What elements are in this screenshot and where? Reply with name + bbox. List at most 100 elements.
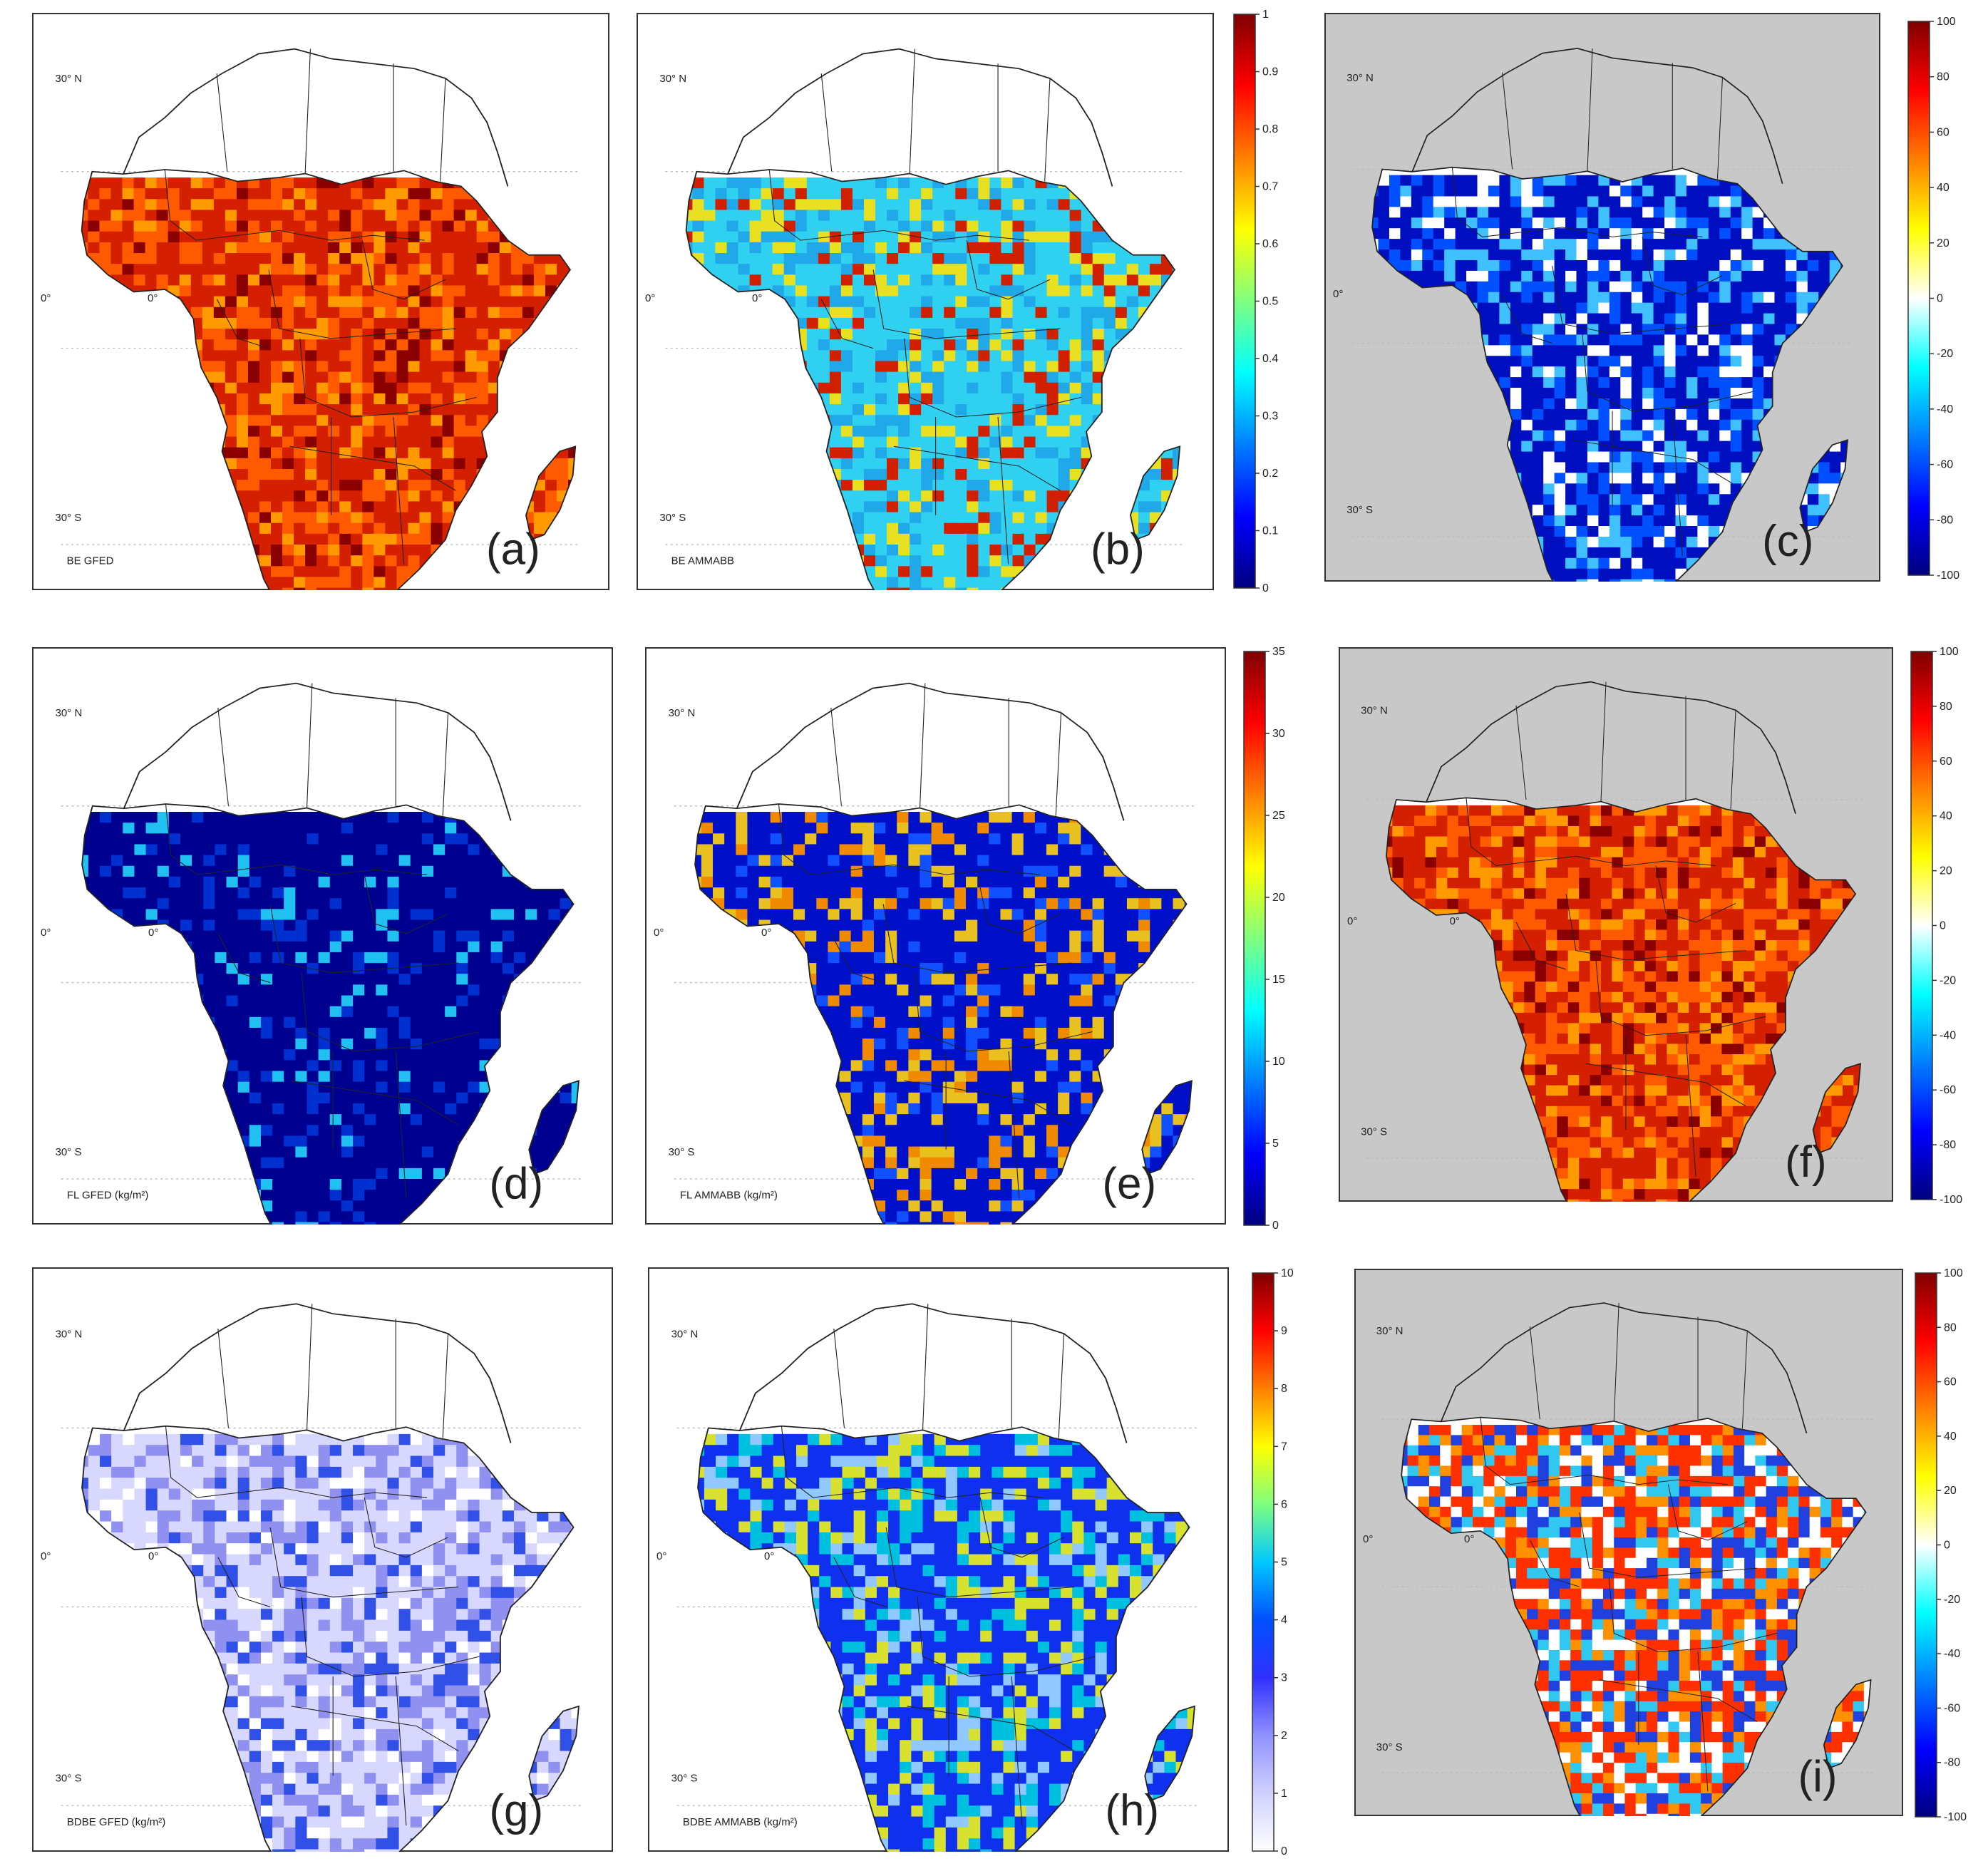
country-border: [833, 1304, 1065, 1438]
colorbar-tick-label: 0.2: [1262, 468, 1278, 480]
colorbar-tick-label: 25: [1272, 810, 1285, 822]
country-border: [1529, 1302, 1748, 1429]
country-border: [820, 48, 1051, 182]
country-border: [1582, 334, 1753, 412]
map-panel-g: 30° N 0° 0° 30° S BDBE GFED (kg/m²) (g): [32, 1267, 613, 1852]
panel-letter: (a): [486, 525, 540, 574]
colorbar-tick-label: 0: [1272, 1220, 1279, 1232]
country-border: [364, 875, 448, 934]
colorbar-tick-label: -100: [1940, 1194, 1962, 1206]
coastline-north: [1411, 48, 1783, 185]
lat-label-30n: 30° N: [669, 707, 696, 719]
colorbar-tick-label: -100: [1944, 1811, 1967, 1823]
colorbar-tick-label: -20: [1944, 1594, 1960, 1606]
country-border: [165, 1426, 428, 1498]
map-panel-e: 30° N 0° 0° 30° S FL AMMABB (kg/m²) (e): [645, 647, 1226, 1225]
panel-caption: BE AMMABB: [671, 555, 734, 567]
country-border: [164, 169, 425, 241]
colorbar-tick-label: -60: [1937, 459, 1953, 471]
coastline-madagascar: [528, 1080, 580, 1175]
colorbar-gradient: [1243, 651, 1266, 1226]
panel-letter: (f): [1785, 1138, 1827, 1187]
country-border: [1572, 439, 1733, 484]
country-border: [1480, 1417, 1728, 1485]
country-border: [1655, 865, 1736, 923]
country-border: [1552, 266, 1733, 334]
map-panel-i: 30° N 0° 0° 30° S (i): [1354, 1269, 1903, 1816]
country-border: [217, 683, 449, 816]
country-border: [1565, 894, 1746, 961]
country-border: [872, 269, 1061, 339]
map-panel-d: 30° N 0° 0° 30° S FL GFED (kg/m²) (d): [32, 647, 613, 1225]
country-border: [894, 445, 1061, 491]
country-border: [1466, 798, 1716, 867]
lat-label-30n: 30° N: [55, 73, 82, 85]
colorbar-tick-label: 0.3: [1262, 411, 1278, 423]
panel-caption: BE GFED: [67, 555, 114, 567]
colorbar-tick-label: 0: [1940, 920, 1946, 932]
colorbar-tick-label: 60: [1940, 756, 1952, 768]
lat-label-30s: 30° S: [1376, 1741, 1403, 1753]
coastline: [697, 1425, 1190, 1852]
colorbar-tick-label: 10: [1272, 1056, 1285, 1068]
colorbar-be: 0 0.1 0.2 0.3 0.4 0.5 0.6 0.7 0.8 0.9 1: [1231, 9, 1317, 594]
country-border: [781, 1426, 1044, 1498]
coastline: [694, 803, 1188, 1225]
panel-letter: (h): [1105, 1786, 1159, 1835]
colorbar-tick-label: 0.4: [1262, 353, 1278, 365]
coastline: [1386, 797, 1857, 1202]
panel-caption: FL AMMABB (kg/m²): [680, 1190, 778, 1202]
country-border: [289, 445, 456, 491]
panel-letter: (i): [1798, 1752, 1838, 1801]
coastline-madagascar: [1823, 1679, 1872, 1769]
country-border: [907, 1706, 1075, 1751]
coastline: [1401, 1416, 1867, 1816]
colorbar-tick-label: 0.9: [1262, 66, 1278, 78]
country-border: [1625, 1035, 1696, 1177]
colorbar-tick-label: 0.1: [1262, 525, 1278, 537]
colorbar-tick-label: 30: [1272, 728, 1285, 740]
lat-label-equator: 0°: [654, 927, 664, 939]
country-border: [299, 338, 477, 418]
colorbar-tick-label: 0.5: [1262, 296, 1278, 308]
lat-label-equator: 0°: [645, 292, 655, 304]
country-border: [364, 1497, 448, 1558]
colorbar-tick-label: 20: [1940, 865, 1952, 877]
colorbar-tick-label: 80: [1937, 71, 1950, 83]
country-border: [977, 875, 1061, 934]
coastline-madagascar: [1812, 1063, 1862, 1155]
country-border: [291, 1706, 459, 1751]
lat-label-30n: 30° N: [1376, 1325, 1404, 1337]
coastline-north: [123, 682, 512, 821]
colorbar-gradient: [1907, 21, 1930, 576]
colorbar-tick-label: -80: [1940, 1139, 1956, 1151]
coastline-north: [738, 1303, 1128, 1443]
colorbar-tick-label: 60: [1937, 126, 1950, 138]
country-border: [1515, 681, 1736, 810]
colorbar-tick-label: 7: [1281, 1440, 1287, 1453]
lon-label-0: 0°: [764, 1550, 774, 1562]
coastline-madagascar: [528, 1705, 580, 1802]
lat-label-equator: 0°: [41, 292, 51, 304]
panel-letter: (b): [1091, 525, 1145, 574]
colorbar-tick-label: -100: [1937, 570, 1959, 582]
colorbar-tick-label: 1: [1262, 9, 1269, 21]
country-border: [768, 169, 1029, 241]
colorbar-tick-label: 0.6: [1262, 238, 1278, 250]
panel-letter: (g): [489, 1786, 543, 1835]
lat-label-equator: 0°: [41, 927, 51, 939]
colorbar-tick-label: 100: [1944, 1267, 1963, 1279]
country-border: [216, 48, 446, 182]
colorbar-tick-label: 2: [1281, 1730, 1287, 1742]
panel-letter: (e): [1102, 1160, 1156, 1209]
lon-label-0: 0°: [752, 292, 762, 304]
coastline: [685, 169, 1176, 590]
colorbar-tick-label: 10: [1281, 1267, 1294, 1279]
colorbar-tick-label: 20: [1272, 892, 1285, 904]
country-border: [1667, 1484, 1748, 1541]
country-border: [917, 1597, 1096, 1677]
lat-label-30n: 30° N: [56, 707, 83, 719]
lat-label-equator: 0°: [1363, 1533, 1373, 1545]
colorbar-tick-label: 8: [1281, 1383, 1287, 1395]
colorbar-tick-label: 40: [1940, 810, 1952, 823]
